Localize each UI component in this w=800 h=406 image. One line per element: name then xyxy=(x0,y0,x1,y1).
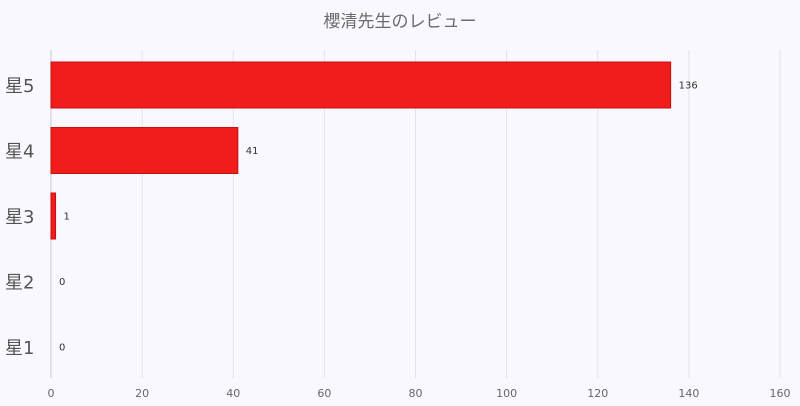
chart-title: 櫻清先生のレビュー xyxy=(324,11,477,32)
category-label-4-stars: 星4 xyxy=(5,142,34,163)
category-label-1-stars: 星1 xyxy=(5,338,34,359)
category-label-2-stars: 星2 xyxy=(5,273,34,294)
data-label-2-stars: 0 xyxy=(59,277,65,288)
data-label-1-stars: 0 xyxy=(59,343,65,354)
bar-3-stars xyxy=(50,192,57,240)
category-labels: 星5 星4 星3 星2 星1 xyxy=(5,76,34,359)
x-tick-labels: 0 20 40 60 80 100 120 140 160 xyxy=(48,387,791,400)
x-tick-label-100: 100 xyxy=(496,387,517,400)
data-label-4-stars: 41 xyxy=(246,146,259,157)
x-tick-label-120: 120 xyxy=(587,387,608,400)
category-label-3-stars: 星3 xyxy=(5,207,34,228)
data-labels: 136 41 1 0 0 xyxy=(59,81,698,354)
x-tick-label-60: 60 xyxy=(317,387,331,400)
x-tick-label-140: 140 xyxy=(678,387,699,400)
data-label-3-stars: 1 xyxy=(64,212,70,223)
data-label-5-stars: 136 xyxy=(679,81,698,92)
x-tick-label-20: 20 xyxy=(135,387,149,400)
bar-5-stars xyxy=(50,61,672,109)
bar-4-stars xyxy=(50,127,239,174)
x-tick-label-160: 160 xyxy=(770,387,791,400)
bars xyxy=(50,61,672,240)
x-tick-label-0: 0 xyxy=(48,387,55,400)
x-tick-label-40: 40 xyxy=(226,387,240,400)
category-label-5-stars: 星5 xyxy=(5,76,34,97)
x-tick-label-80: 80 xyxy=(409,387,423,400)
